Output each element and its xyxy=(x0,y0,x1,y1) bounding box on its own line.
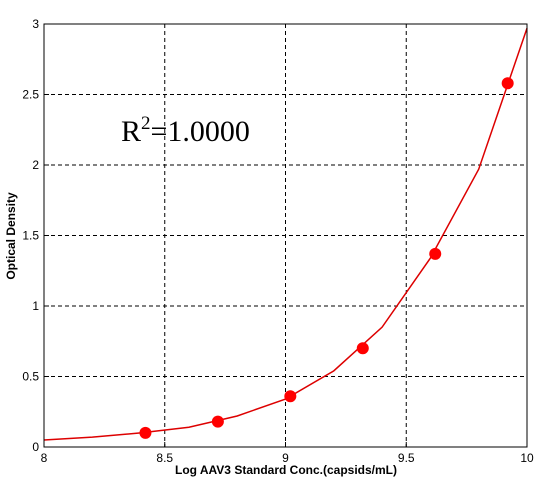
data-point-0 xyxy=(139,426,152,439)
data-point-1 xyxy=(211,415,224,428)
y-tick-label-6: 3 xyxy=(32,17,39,31)
x-tick-label-3: 9.5 xyxy=(398,451,415,465)
y-tick-label-4: 2 xyxy=(32,158,39,172)
x-tick-label-2: 9 xyxy=(282,451,289,465)
x-tick-label-4: 10 xyxy=(520,451,534,465)
y-tick-label-1: 0.5 xyxy=(22,370,39,384)
x-tick-label-0: 8 xyxy=(41,451,48,465)
x-tick-label-1: 8.5 xyxy=(156,451,173,465)
data-point-3 xyxy=(356,342,369,355)
x-axis-title: Log AAV3 Standard Conc.(capsids/mL) xyxy=(175,463,397,477)
y-axis-title: Optical Density xyxy=(4,192,18,280)
data-point-2 xyxy=(284,390,297,403)
data-points-layer xyxy=(139,77,514,439)
y-tick-label-3: 1.5 xyxy=(22,229,39,243)
y-tick-label-0: 0 xyxy=(32,440,39,454)
data-point-5 xyxy=(501,77,514,90)
r-squared-base: R xyxy=(121,115,141,148)
x-tick-labels: 8 8.5 9 9.5 10 xyxy=(41,442,534,465)
y-tick-labels: 0 0.5 1 1.5 2 2.5 3 xyxy=(22,17,49,454)
r-squared-superscript: 2 xyxy=(141,113,151,134)
r-squared-value: =1.0000 xyxy=(151,115,250,148)
data-point-4 xyxy=(429,247,442,260)
y-tick-label-2: 1 xyxy=(32,299,39,313)
r-squared-annotation: R2=1.0000 xyxy=(121,113,250,148)
y-tick-label-5: 2.5 xyxy=(22,88,39,102)
grid-lines xyxy=(44,24,527,447)
